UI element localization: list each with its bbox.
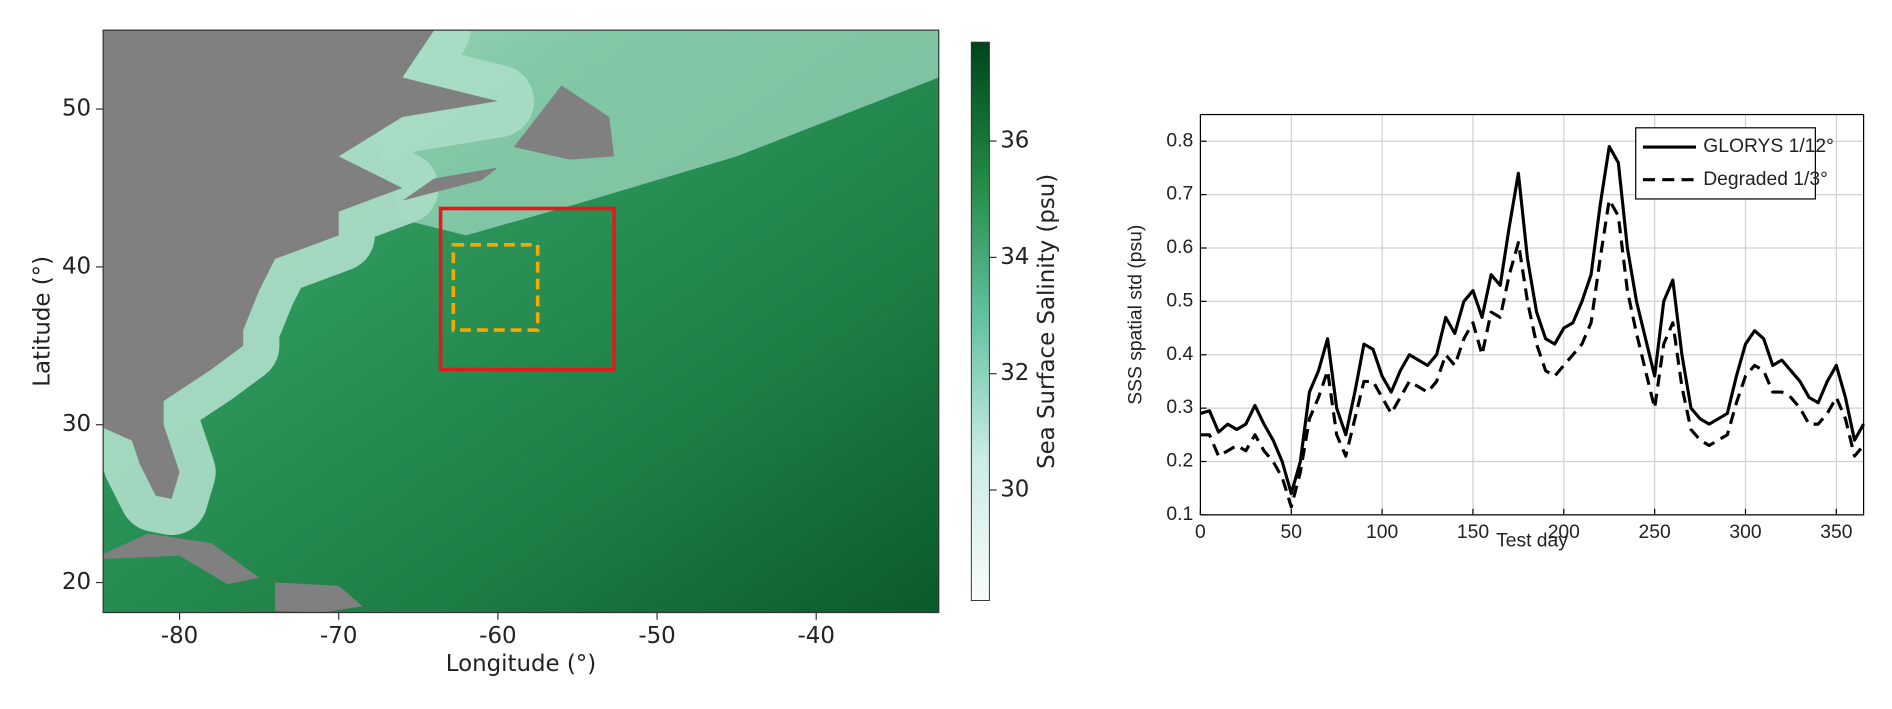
colorbar-tick-label: 36 (1000, 128, 1029, 154)
region-box (451, 242, 540, 332)
y-tick-label: 0.3 (1166, 397, 1193, 418)
land (513, 85, 615, 160)
colorbar-label: Sea Surface Salinity (psu) (1034, 174, 1060, 469)
x-tick-label: 200 (1548, 522, 1580, 543)
colorbar-tick-label: 30 (1000, 476, 1029, 502)
x-tick-label: -50 (638, 623, 675, 649)
series-line (1199, 145, 1865, 496)
x-tick-label: -60 (479, 623, 516, 649)
legend-label: Degraded 1/3° (1703, 169, 1828, 190)
series-line (1200, 198, 1865, 509)
y-tick-label: 0.6 (1166, 237, 1193, 258)
x-tick-label: 300 (1729, 522, 1761, 543)
shelf-water (338, 30, 939, 236)
map-frame (102, 29, 940, 614)
y-tick-label: 0.4 (1166, 344, 1193, 365)
map-area (103, 30, 939, 613)
x-tick-label: 250 (1639, 522, 1671, 543)
x-tick-label: 150 (1457, 522, 1489, 543)
y-tick-label: 0.5 (1166, 290, 1193, 311)
legend-box (1635, 127, 1816, 200)
land (103, 533, 260, 585)
y-axis-label: SSS spatial std (psu) (1126, 225, 1147, 405)
x-axis-label: Test day (1496, 530, 1568, 551)
x-tick-label: -40 (798, 623, 835, 649)
y-tick-label: 0.2 (1166, 451, 1193, 472)
land (275, 582, 363, 613)
y-tick-label: 20 (62, 569, 91, 595)
x-axis-label: Longitude (°) (446, 651, 596, 677)
land (103, 30, 498, 499)
y-axis-label: Latitude (°) (29, 256, 55, 387)
x-tick-label: -70 (320, 623, 357, 649)
land (402, 167, 498, 201)
x-tick-label: 100 (1366, 522, 1398, 543)
colorbar-tick-label: 34 (1000, 244, 1029, 270)
colorbar-tick-label: 32 (1000, 360, 1029, 386)
region-box (438, 206, 616, 372)
legend-label: GLORYS 1/12° (1703, 136, 1834, 157)
y-tick-label: 0.1 (1166, 504, 1193, 525)
y-tick-label: 30 (62, 411, 91, 437)
y-tick-label: 50 (62, 96, 91, 122)
x-tick-label: 350 (1820, 522, 1852, 543)
x-tick-label: 50 (1281, 522, 1302, 543)
x-tick-label: -80 (161, 623, 198, 649)
y-tick-label: 0.7 (1166, 184, 1193, 205)
y-tick-label: 0.8 (1166, 130, 1193, 151)
colorbar (970, 41, 990, 601)
x-tick-label: 0 (1195, 522, 1206, 543)
plot-frame (1199, 113, 1865, 516)
line-chart: 0 50 100 150 200 250 300 350 0.1 0.2 0.3 0.4 0.5 0.6 0… (1126, 113, 1865, 551)
y-tick-label: 40 (62, 253, 91, 279)
